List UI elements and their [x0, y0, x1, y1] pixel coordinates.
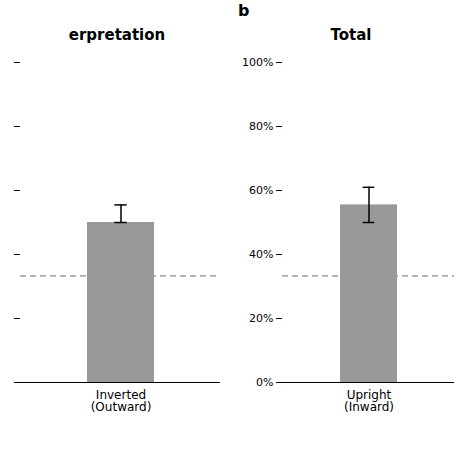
- svg-text:Inverted(Outward): Inverted(Outward): [91, 388, 152, 414]
- svg-text:Upright(Inward): Upright(Inward): [344, 388, 394, 414]
- svg-text:100%: 100%: [242, 56, 273, 69]
- svg-text:20%: 20%: [249, 312, 273, 325]
- html-text:b: b: [238, 1, 250, 20]
- svg-text:60%: 60%: [249, 184, 273, 197]
- svg-text:40%: 40%: [249, 248, 273, 261]
- svg-text:0%: 0%: [256, 376, 273, 389]
- svg-text:80%: 80%: [249, 120, 273, 133]
- html-text:erpretation: erpretation: [68, 26, 166, 44]
- html-text:Total: Total: [330, 26, 372, 44]
